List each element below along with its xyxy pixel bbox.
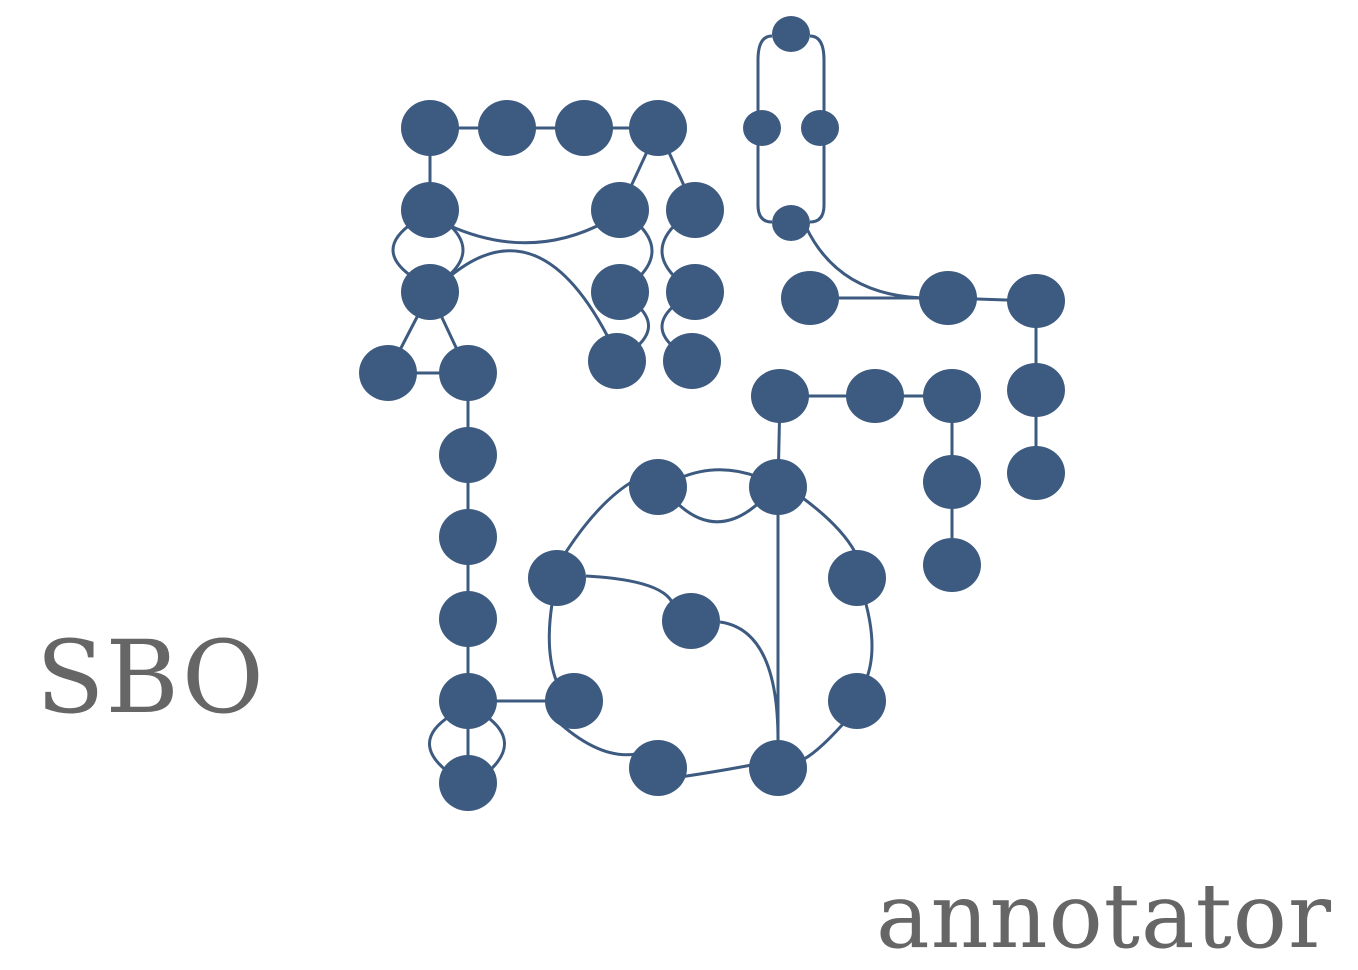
- graph-node: [828, 550, 886, 606]
- graph-node: [923, 369, 981, 423]
- graph-node: [1007, 363, 1065, 417]
- graph-curved-edge: [564, 478, 636, 553]
- graph-node: [629, 740, 687, 796]
- logo-text-sbo: SBO: [36, 619, 265, 736]
- graph-node: [772, 205, 810, 241]
- graph-curved-edge: [428, 714, 451, 774]
- graph-node: [439, 755, 497, 811]
- graph-node: [923, 455, 981, 509]
- graph-node: [801, 110, 839, 146]
- graph-node: [401, 264, 459, 320]
- graph-node: [1007, 274, 1065, 328]
- graph-node: [591, 182, 649, 238]
- graph-node: [401, 100, 459, 156]
- graph-nodes: [359, 16, 1065, 811]
- graph-curved-edge: [679, 468, 759, 480]
- graph-node: [846, 369, 904, 423]
- graph-node: [772, 16, 810, 52]
- graph-node: [359, 345, 417, 401]
- graph-node: [588, 333, 646, 389]
- graph-node: [629, 100, 687, 156]
- graph-node: [919, 271, 977, 325]
- graph-curved-edge: [804, 226, 931, 300]
- graph-curved-edge: [447, 220, 606, 245]
- graph-node: [439, 673, 497, 729]
- graph-curved-edge: [864, 603, 874, 681]
- logo-text-annotator: annotator: [876, 864, 1332, 969]
- graph-node: [662, 593, 720, 649]
- graph-curved-edge: [391, 220, 415, 280]
- graph-node: [923, 538, 981, 592]
- graph-node: [743, 110, 781, 146]
- graph-node: [478, 100, 536, 156]
- graph-curved-edge: [799, 722, 845, 763]
- graph-node: [751, 369, 809, 423]
- graph-node: [439, 509, 497, 565]
- graph-node: [749, 740, 807, 796]
- graph-node: [591, 264, 649, 320]
- graph-node: [666, 182, 724, 238]
- graph-node: [666, 264, 724, 320]
- graph-curved-edge: [547, 603, 558, 681]
- graph-node: [528, 550, 586, 606]
- graph-node: [1007, 446, 1065, 500]
- graph-node: [749, 459, 807, 515]
- graph-node: [439, 591, 497, 647]
- graph-curved-edge: [675, 498, 764, 524]
- graph-node: [545, 673, 603, 729]
- graph-node: [828, 673, 886, 729]
- graph-curved-edge: [585, 574, 674, 603]
- graph-node: [629, 459, 687, 515]
- graph-node: [781, 271, 839, 325]
- graph-curved-edge: [447, 249, 614, 346]
- graph-node: [555, 100, 613, 156]
- graph-curved-edge: [554, 718, 637, 757]
- graph-curved-edge: [799, 494, 857, 553]
- graph-node: [663, 333, 721, 389]
- graph-curved-edge: [719, 620, 780, 741]
- graph-node: [439, 427, 497, 483]
- graph-node: [439, 345, 497, 401]
- graph-curved-edge: [485, 714, 506, 774]
- graph-node: [401, 182, 459, 238]
